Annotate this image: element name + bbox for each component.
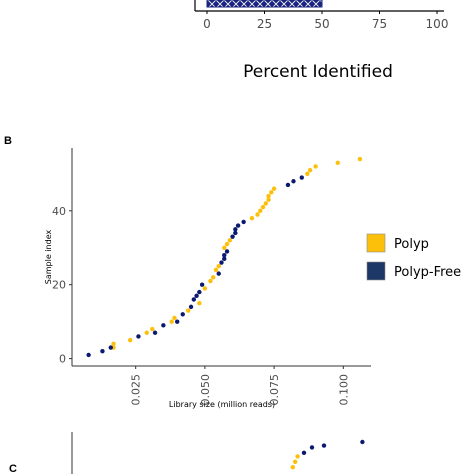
- panel-b-point-polyp-free: [152, 330, 158, 335]
- panel-b-point-polyp-free: [191, 297, 197, 302]
- panel-b-point-polyp-free: [241, 219, 246, 225]
- panel-b-point-polyp: [144, 330, 149, 335]
- panel-b-x-axis-label: Library size (million reads): [169, 400, 275, 409]
- panel-b-point-polyp-free: [233, 227, 238, 232]
- panel-c-point-polyp-free: [321, 443, 327, 448]
- panel-b-point-polyp-free: [100, 349, 105, 354]
- panel-b-point-polyp: [357, 156, 363, 162]
- panel-b-point-polyp: [271, 186, 277, 191]
- panel-b-point-polyp-free: [216, 271, 221, 276]
- panel-b-y-tick-label: 40: [52, 205, 66, 218]
- panel-b-point-polyp-free: [175, 319, 180, 324]
- panel-b-point-polyp-free: [199, 282, 205, 287]
- legend: Polyp Polyp-Free: [366, 233, 461, 281]
- panel-b-point-polyp: [224, 241, 230, 247]
- legend-label-polyp-free: Polyp-Free: [394, 265, 461, 280]
- panel-b-point-polyp-free: [108, 345, 113, 350]
- panel-b-x-tick-label: 0.050: [199, 374, 212, 406]
- panel-b-point-polyp-free: [197, 289, 202, 295]
- panel-b-point-polyp: [222, 245, 227, 250]
- panel-b-point-polyp-free: [285, 182, 291, 188]
- panel-b-point-polyp: [186, 308, 191, 313]
- panel-a-x-tick-label: 0: [203, 17, 211, 31]
- panel-b-point-polyp: [305, 171, 310, 177]
- panel-b-point-polyp-free: [222, 256, 227, 262]
- panel-a-x-tick-label: 100: [426, 17, 449, 31]
- panel-b-point-polyp: [260, 204, 266, 210]
- panel-b-x-tick-label: 0.075: [268, 374, 281, 406]
- panel-a-x-tick-label: 50: [314, 17, 329, 31]
- panel-b-y-tick-label: 20: [52, 279, 66, 292]
- panel-a-x-axis-label: Percent Identified: [243, 62, 393, 82]
- panel-b-point-polyp-free: [188, 304, 194, 310]
- panel-b-point-polyp: [169, 319, 174, 324]
- panel-b: B 0.025 0.050 0.075 0.100 0 20 40 Library siz…: [4, 135, 461, 409]
- panel-b-label: B: [4, 135, 12, 147]
- panel-b-point-polyp-free: [291, 179, 296, 184]
- panel-b-point-polyp: [307, 167, 313, 173]
- panel-b-point-polyp: [127, 337, 133, 343]
- panel-b-point-polyp-free: [194, 293, 199, 298]
- panel-b-point-polyp: [213, 267, 219, 273]
- panel-b-point-polyp: [150, 326, 155, 332]
- panel-c-point-polyp: [293, 459, 298, 464]
- panel-c: C: [9, 432, 365, 474]
- panel-b-point-polyp: [111, 341, 116, 347]
- panel-c-point-polyp: [295, 454, 300, 459]
- panel-b-point-polyp-free: [136, 334, 141, 339]
- panel-b-point-polyp-free: [161, 323, 166, 328]
- legend-key-polyp: [366, 233, 386, 253]
- panel-c-point-polyp: [290, 465, 295, 470]
- panel-c-label: C: [9, 463, 17, 474]
- panel-b-point-polyp: [263, 201, 268, 206]
- panel-b-point-polyp-free: [222, 252, 227, 258]
- panel-b-point-polyp-free: [235, 223, 241, 228]
- panel-b-point-polyp: [258, 208, 263, 214]
- panel-b-point-polyp-free: [86, 352, 91, 358]
- panel-b-point-polyp: [210, 275, 216, 280]
- panel-a-x-tick-label: 75: [372, 17, 387, 31]
- panel-b-point-polyp: [266, 197, 271, 202]
- panel-b-point-polyp-free: [219, 260, 224, 265]
- panel-b-x-tick-label: 0.025: [130, 374, 143, 406]
- panel-c-point-polyp-free: [301, 450, 307, 455]
- panel-b-y-axis-label: Sample index: [44, 230, 53, 285]
- panel-b-point-polyp: [269, 190, 274, 195]
- panel-a: 0 25 50 75 100 Percent Identified: [194, 0, 449, 82]
- panel-b-point-polyp: [313, 164, 318, 169]
- legend-key-polyp-free: [366, 261, 386, 281]
- panel-b-point-polyp-free: [180, 312, 185, 317]
- panel-b-point-polyp: [202, 286, 208, 291]
- panel-b-point-polyp: [197, 300, 202, 306]
- panel-b-point-polyp-free: [224, 249, 230, 254]
- panel-b-point-polyp: [172, 315, 177, 321]
- panel-c-point-polyp-free: [360, 439, 365, 445]
- panel-b-point-polyp: [227, 238, 233, 243]
- panel-b-point-polyp: [266, 193, 271, 199]
- panel-c-point-polyp-free: [309, 445, 315, 450]
- panel-b-point-polyp: [255, 212, 260, 217]
- panel-b-point-polyp: [216, 264, 221, 269]
- panel-b-x-tick-label: 0.100: [337, 374, 350, 406]
- panel-b-point-polyp-free: [230, 234, 235, 239]
- panel-a-bar: [206, 0, 323, 8]
- panel-b-point-polyp-free: [299, 175, 304, 180]
- panel-b-point-polyp: [208, 278, 213, 284]
- legend-label-polyp: Polyp: [394, 237, 429, 252]
- panel-b-point-polyp-free: [233, 230, 238, 236]
- panel-b-point-polyp: [335, 160, 340, 165]
- panel-a-x-tick-label: 25: [257, 17, 272, 31]
- panel-b-y-tick-label: 0: [59, 353, 66, 366]
- panel-b-point-polyp: [249, 216, 255, 221]
